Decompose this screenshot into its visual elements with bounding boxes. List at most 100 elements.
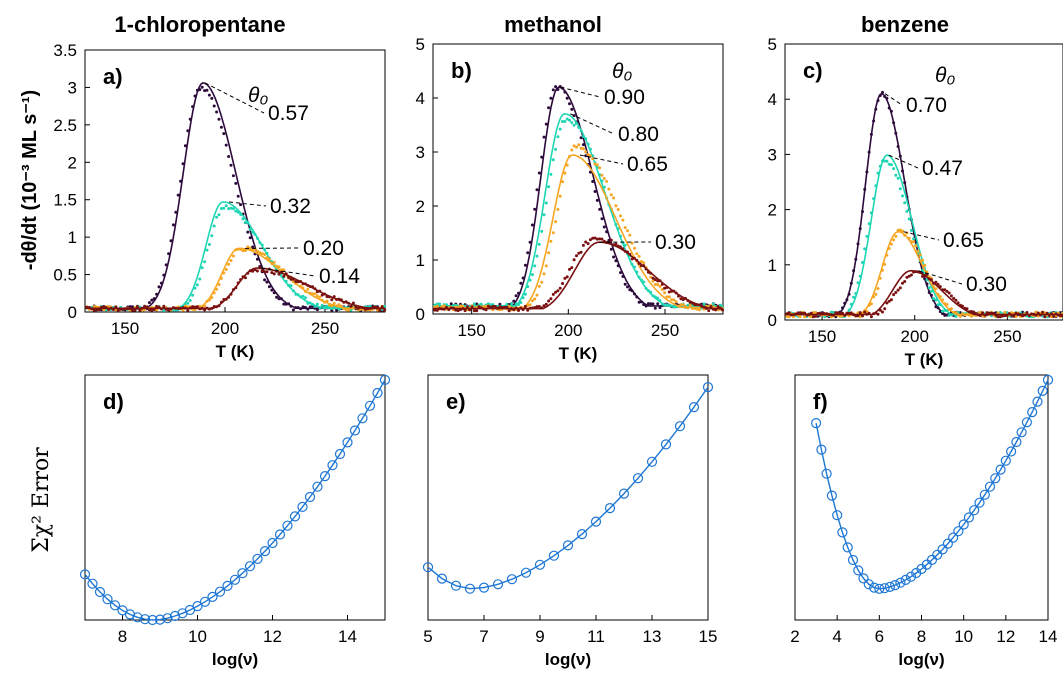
error-point xyxy=(282,520,293,531)
theta-label: θ₀ xyxy=(935,64,955,87)
data-point xyxy=(535,254,539,258)
error-curve xyxy=(815,379,1049,590)
data-point xyxy=(896,176,900,180)
data-point xyxy=(229,163,233,167)
data-point xyxy=(227,207,231,211)
y-tick-label: 3 xyxy=(768,145,777,164)
error-point xyxy=(109,600,121,611)
data-point xyxy=(849,311,853,315)
data-point xyxy=(135,305,139,308)
data-point xyxy=(616,208,620,211)
data-point xyxy=(577,143,581,147)
data-point xyxy=(510,302,513,306)
data-point xyxy=(155,308,159,312)
panel-label: d) xyxy=(103,389,124,414)
data-point xyxy=(649,302,653,306)
data-point xyxy=(463,309,467,313)
simulated-curve xyxy=(785,92,1063,316)
data-point xyxy=(169,239,173,243)
data-point xyxy=(542,135,546,139)
error-point xyxy=(979,489,990,500)
data-point xyxy=(435,302,439,306)
y-tick-label: 1 xyxy=(416,251,425,270)
data-point xyxy=(707,309,711,313)
data-point xyxy=(588,238,592,242)
title-benzene: benzene xyxy=(861,12,949,37)
x-tick-label: 8 xyxy=(118,627,127,646)
coverage-label: 0.30 xyxy=(655,231,696,254)
coverage-label: 0.30 xyxy=(966,273,1007,296)
simulated-curve xyxy=(85,267,385,310)
data-point xyxy=(561,180,564,184)
data-point xyxy=(537,305,541,308)
x-tick-label: 14 xyxy=(338,627,357,646)
data-point xyxy=(535,305,539,309)
data-point xyxy=(709,305,713,309)
data-point xyxy=(549,96,553,100)
data-point xyxy=(658,306,662,310)
data-point xyxy=(533,207,537,211)
data-point xyxy=(291,308,295,312)
data-point xyxy=(568,118,571,122)
error-point xyxy=(1021,417,1033,428)
data-point xyxy=(1025,311,1029,314)
data-point xyxy=(663,291,667,295)
data-point xyxy=(876,312,880,316)
data-point xyxy=(558,286,562,290)
data-point xyxy=(653,278,657,282)
x-tick-label: 12 xyxy=(996,627,1015,646)
x-tick-label: 200 xyxy=(554,321,582,340)
data-point xyxy=(600,237,604,241)
y-tick-label: 2 xyxy=(768,201,777,220)
data-point xyxy=(517,309,520,312)
data-point xyxy=(996,315,1000,319)
data-point xyxy=(898,286,902,290)
error-point xyxy=(548,550,560,561)
panel-label: a) xyxy=(103,64,123,89)
data-point xyxy=(535,188,539,192)
data-point xyxy=(672,298,676,302)
data-point xyxy=(598,207,602,211)
data-point xyxy=(150,308,154,312)
chart-panel-c: 150 200 250 0 1 2 3 4 5 T (K) c) θ₀ 0.70 0.47 0.65 0.30 xyxy=(768,35,1063,369)
error-point xyxy=(534,559,546,570)
data-point xyxy=(894,173,898,177)
data-point xyxy=(667,295,671,299)
error-point xyxy=(963,512,975,523)
y-tick-label: 1.5 xyxy=(53,191,77,210)
error-point xyxy=(874,583,885,594)
data-point xyxy=(554,147,558,151)
data-point xyxy=(829,310,833,314)
data-point xyxy=(907,217,911,221)
coverage-label: 0.65 xyxy=(943,229,984,252)
data-point xyxy=(619,214,622,218)
error-point xyxy=(1032,396,1043,407)
data-point xyxy=(575,254,578,258)
error-point xyxy=(334,448,346,460)
coverage-label: 0.65 xyxy=(627,153,668,176)
data-point xyxy=(591,157,595,161)
data-point xyxy=(547,106,551,110)
data-point xyxy=(635,252,639,256)
data-point xyxy=(349,308,353,312)
data-point xyxy=(889,242,893,246)
data-point xyxy=(876,287,880,291)
annotation-leader xyxy=(884,93,903,106)
data-point xyxy=(949,294,953,298)
y-tick-label: 0.5 xyxy=(53,266,77,285)
data-point xyxy=(251,245,255,249)
error-point xyxy=(937,544,948,555)
panel-label: b) xyxy=(451,58,472,83)
data-point xyxy=(537,171,541,175)
panel-label: f) xyxy=(813,389,828,414)
data-point xyxy=(809,315,813,319)
x-tick-label: 6 xyxy=(875,627,884,646)
data-point xyxy=(368,304,372,308)
data-point xyxy=(349,304,353,308)
data-point xyxy=(929,289,933,293)
data-point xyxy=(905,209,909,213)
error-point xyxy=(222,580,233,592)
data-point xyxy=(356,306,360,310)
title-methanol: methanol xyxy=(504,12,602,37)
data-point xyxy=(231,207,235,211)
